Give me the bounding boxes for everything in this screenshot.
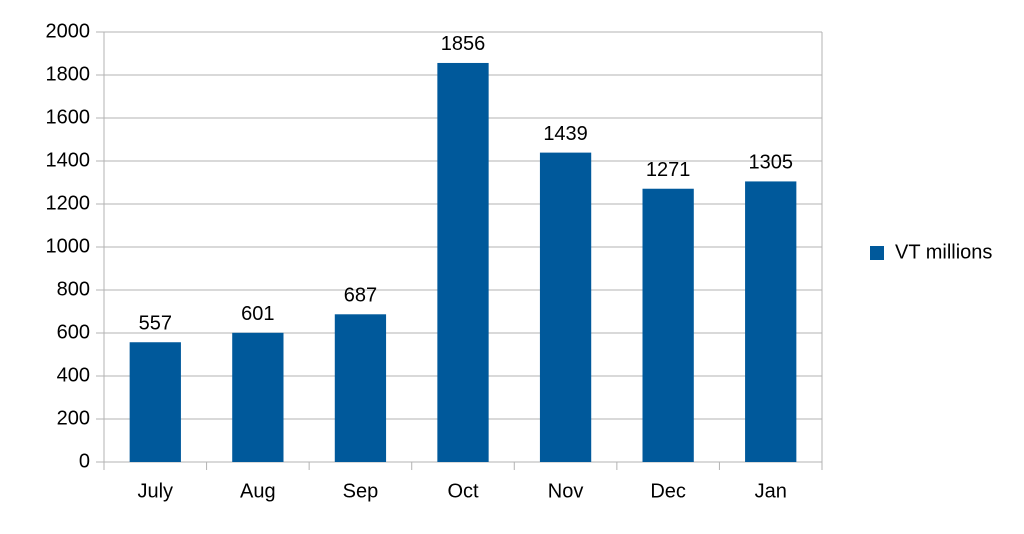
x-tick-label: July	[137, 480, 173, 502]
y-tick-label: 0	[79, 450, 90, 472]
y-tick-label: 600	[57, 321, 90, 343]
data-label: 557	[139, 313, 172, 335]
y-tick-label: 1800	[46, 63, 91, 85]
y-tick-label: 400	[57, 364, 90, 386]
y-tick-label: 2000	[46, 20, 91, 42]
bar	[745, 181, 797, 463]
x-tick-label: Jan	[755, 480, 787, 502]
y-tick-label: 1000	[46, 235, 91, 257]
legend-label: VT millions	[895, 241, 992, 263]
x-tick-label: Sep	[343, 480, 379, 502]
x-tick-label: Nov	[548, 480, 584, 502]
y-tick-label: 800	[57, 278, 90, 300]
data-label: 1271	[646, 159, 691, 181]
bar	[232, 332, 284, 462]
y-tick-label: 1200	[46, 192, 91, 214]
legend-swatch	[870, 246, 884, 260]
data-label: 1439	[543, 123, 588, 145]
x-tick-label: Aug	[240, 480, 276, 502]
data-label: 1856	[441, 33, 486, 55]
bar	[539, 152, 592, 463]
x-tick-label: Dec	[650, 480, 686, 502]
y-tick-label: 200	[57, 407, 90, 429]
bar	[129, 342, 181, 462]
bar	[334, 314, 387, 462]
y-tick-label: 1600	[46, 106, 91, 128]
y-tick-label: 1400	[46, 149, 91, 171]
bar	[642, 188, 694, 463]
data-label: 601	[241, 303, 274, 325]
data-label: 1305	[748, 152, 793, 174]
bar	[437, 62, 489, 463]
data-label: 687	[344, 285, 377, 307]
x-tick-label: Oct	[447, 480, 479, 502]
